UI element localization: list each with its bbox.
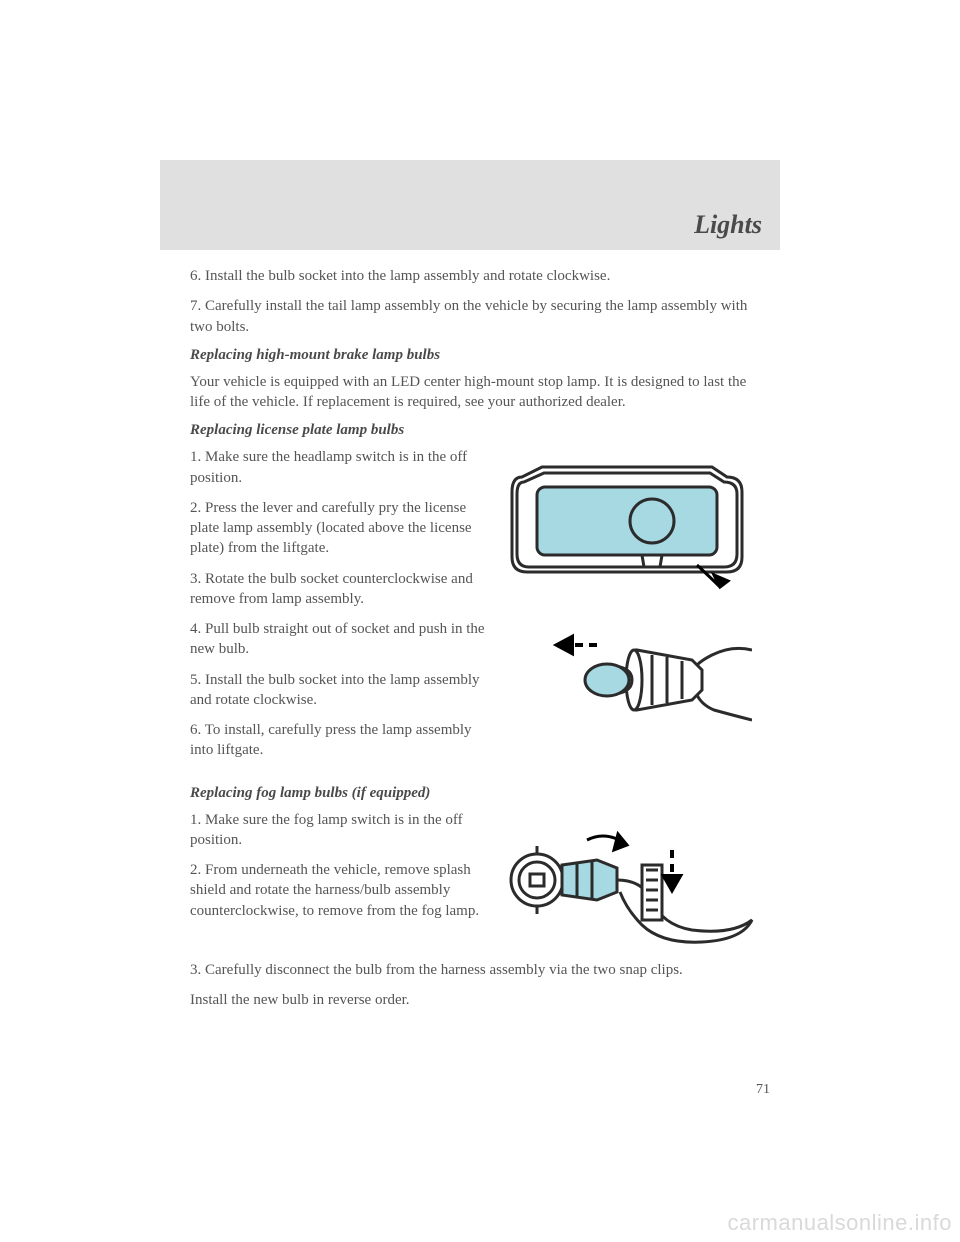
fog-s4: Install the new bulb in reverse order.: [190, 990, 770, 1010]
page-content: 6. Install the bulb socket into the lamp…: [190, 266, 770, 1020]
watermark: carmanualsonline.info: [727, 1210, 952, 1236]
page-number: 71: [756, 1082, 770, 1098]
intro-step-6: 6. Install the bulb socket into the lamp…: [190, 266, 770, 286]
page-section-title: Lights: [694, 210, 762, 240]
fog-s3: 3. Carefully disconnect the bulb from th…: [190, 960, 770, 980]
figure-license-lamp: [502, 447, 752, 597]
fog-s1: 1. Make sure the fog lamp switch is in t…: [190, 810, 490, 851]
highmount-body: Your vehicle is equipped with an LED cen…: [190, 372, 770, 413]
license-s3: 3. Rotate the bulb socket counterclockwi…: [190, 569, 490, 610]
fog-s2: 2. From underneath the vehicle, remove s…: [190, 860, 490, 921]
license-s5: 5. Install the bulb socket into the lamp…: [190, 670, 490, 711]
intro-step-7: 7. Carefully install the tail lamp assem…: [190, 296, 770, 337]
figure-bulb-socket: [502, 615, 752, 735]
figure-fog-lamp: [502, 810, 762, 960]
license-s1: 1. Make sure the headlamp switch is in t…: [190, 447, 490, 488]
license-heading: Replacing license plate lamp bulbs: [190, 422, 770, 439]
license-s6: 6. To install, carefully press the lamp …: [190, 720, 490, 761]
header-band: Lights: [160, 160, 780, 250]
license-s2: 2. Press the lever and carefully pry the…: [190, 498, 490, 559]
highmount-heading: Replacing high-mount brake lamp bulbs: [190, 347, 770, 364]
fog-heading: Replacing fog lamp bulbs (if equipped): [190, 785, 770, 802]
license-s4: 4. Pull bulb straight out of socket and …: [190, 619, 490, 660]
